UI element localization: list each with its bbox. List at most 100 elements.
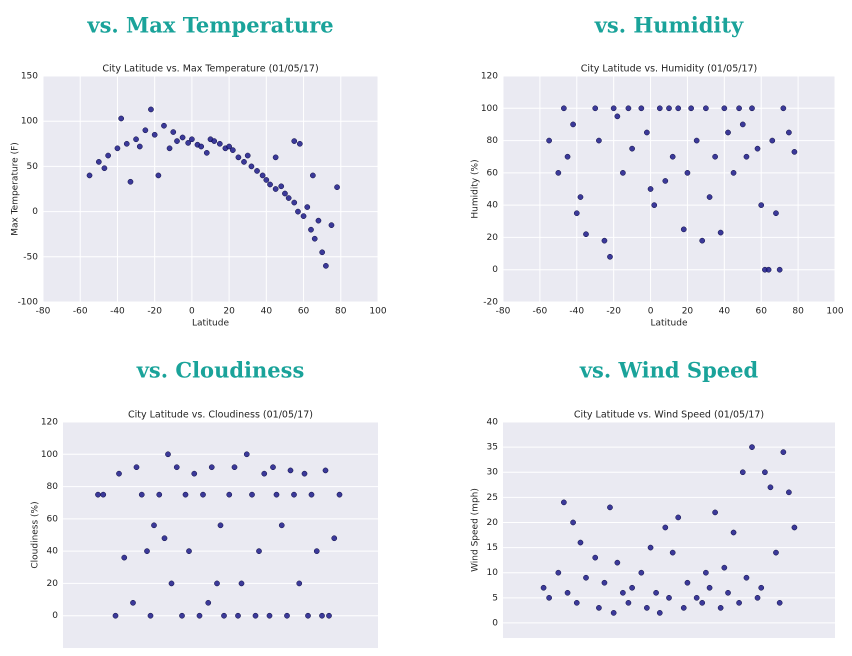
point [675,105,682,112]
point [133,136,139,143]
point [570,121,576,128]
point [607,253,613,260]
point [261,470,268,477]
point [786,129,792,136]
point [136,143,143,150]
x-tick-label: 80 [792,307,804,317]
point [322,467,329,474]
point [644,605,650,611]
point [118,115,125,122]
point [217,522,224,529]
x-tick-label: 20 [682,307,694,317]
point [244,152,251,159]
point [166,145,173,152]
plot-area [63,422,378,648]
point [144,548,150,554]
point [296,140,303,147]
point [780,105,787,112]
point [182,491,189,498]
point [291,138,298,144]
y-tick-label: -100 [18,298,39,308]
point [601,237,608,244]
point [214,580,220,587]
point [285,195,292,201]
point [662,524,669,531]
point [142,127,149,134]
y-tick-label: 0 [52,611,58,621]
point [147,612,154,619]
point [564,589,571,596]
point [666,105,672,112]
point [315,217,322,224]
chart-title: City Latitude vs. Humidity (01/05/17) [581,64,758,75]
point [148,106,154,113]
point [231,464,238,471]
point [555,170,562,176]
x-tick-label: 60 [755,307,767,317]
point [614,113,621,120]
point [278,522,285,529]
point [226,491,233,498]
x-tick-label: -60 [533,307,548,317]
point [296,580,303,587]
point [127,178,134,185]
y-tick-label: 150 [21,72,38,82]
point [749,105,755,112]
point [156,491,163,498]
point [725,129,731,136]
point [130,599,136,606]
point [272,154,279,161]
point [211,138,218,144]
point [308,491,315,498]
point [614,559,621,566]
point [577,194,584,200]
point [776,266,783,273]
point [555,569,562,576]
point [561,105,567,112]
y-axis-label: Wind Speed (mph) [471,488,481,572]
point [100,491,107,498]
point [638,569,645,576]
point [170,129,177,135]
point [577,539,584,546]
point [601,579,608,586]
y-tick-label: 40 [487,201,499,211]
point [189,136,195,143]
point [706,584,713,591]
x-tick-label: 100 [826,307,843,317]
point [273,491,280,498]
point [179,612,185,619]
point [791,524,798,531]
x-tick-label: -20 [606,307,621,317]
point [326,612,332,619]
point [198,143,205,150]
chart-title: City Latitude vs. Cloudiness (01/05/17) [128,410,313,421]
point [573,210,580,217]
y-tick-label: 30 [487,468,499,478]
point [592,105,599,112]
y-tick-label: 60 [487,168,499,178]
point [736,105,742,112]
point [165,451,171,458]
point [173,464,180,471]
point [308,226,314,233]
point [758,584,765,591]
point [254,168,260,174]
point [754,594,761,601]
point [235,612,241,619]
x-tick-label: 80 [335,307,347,317]
y-tick-label: 0 [32,207,38,217]
point [216,140,223,147]
point [662,178,669,184]
point [675,514,682,521]
point [717,605,724,611]
plot-area [503,76,835,302]
plot-area [503,422,835,638]
point [625,599,632,606]
point [725,589,731,596]
point [114,145,121,152]
point [739,121,746,128]
point [105,152,111,159]
point [647,544,654,551]
